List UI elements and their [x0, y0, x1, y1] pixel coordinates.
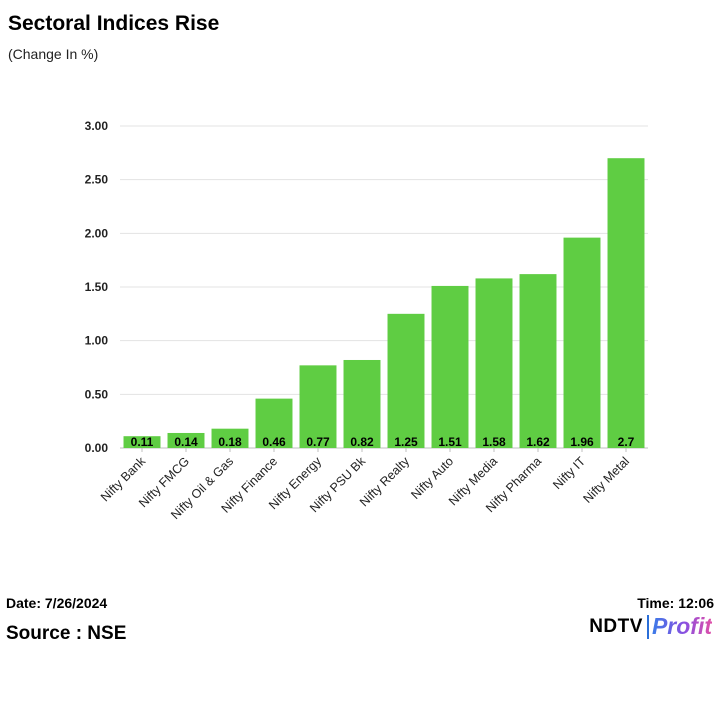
- bar: [343, 359, 381, 448]
- bar: [123, 436, 161, 448]
- data-label: 1.96: [570, 435, 594, 449]
- data-label: 0.11: [131, 435, 154, 449]
- y-tick-label: 0.50: [85, 387, 109, 401]
- bar: [387, 313, 425, 448]
- y-tick-label: 0.00: [85, 441, 109, 455]
- bar: [167, 432, 205, 448]
- ndtv-profit-logo: NDTV Profit: [589, 613, 712, 640]
- data-label: 0.46: [262, 435, 286, 449]
- chart-title: Sectoral Indices Rise: [8, 12, 220, 35]
- data-label: 1.62: [526, 435, 550, 449]
- bar: [431, 285, 469, 448]
- y-tick-label: 1.00: [85, 334, 109, 348]
- source-label: Source : NSE: [6, 623, 127, 644]
- data-label: 0.14: [174, 435, 198, 449]
- data-label: 1.25: [394, 435, 418, 449]
- data-label: 0.77: [306, 435, 330, 449]
- data-label: 1.51: [438, 435, 462, 449]
- date-label: Date: 7/26/2024: [6, 595, 108, 611]
- time-label: Time: 12:06: [637, 595, 714, 611]
- bar: [519, 274, 557, 448]
- x-tick-label: Nifty IT: [550, 454, 588, 492]
- bar: [475, 278, 513, 448]
- data-label: 0.18: [218, 435, 242, 449]
- y-tick-label: 2.50: [85, 173, 109, 187]
- y-tick-label: 1.50: [85, 280, 109, 294]
- bar: [255, 398, 293, 448]
- data-label: 2.7: [618, 435, 635, 449]
- bar: [299, 365, 337, 448]
- chart-subtitle: (Change In %): [8, 46, 99, 62]
- x-tick-label: Nifty Metal: [580, 454, 632, 506]
- bar: [563, 237, 601, 448]
- logo-divider: [646, 614, 649, 639]
- data-label: 1.58: [482, 435, 506, 449]
- y-tick-label: 2.00: [85, 226, 109, 240]
- logo-ndtv-text: NDTV: [589, 615, 643, 637]
- y-tick-label: 3.00: [85, 119, 109, 133]
- bar: [211, 428, 249, 448]
- data-label: 0.82: [350, 435, 374, 449]
- bar: [607, 158, 645, 448]
- logo-profit-text: Profit: [651, 613, 712, 639]
